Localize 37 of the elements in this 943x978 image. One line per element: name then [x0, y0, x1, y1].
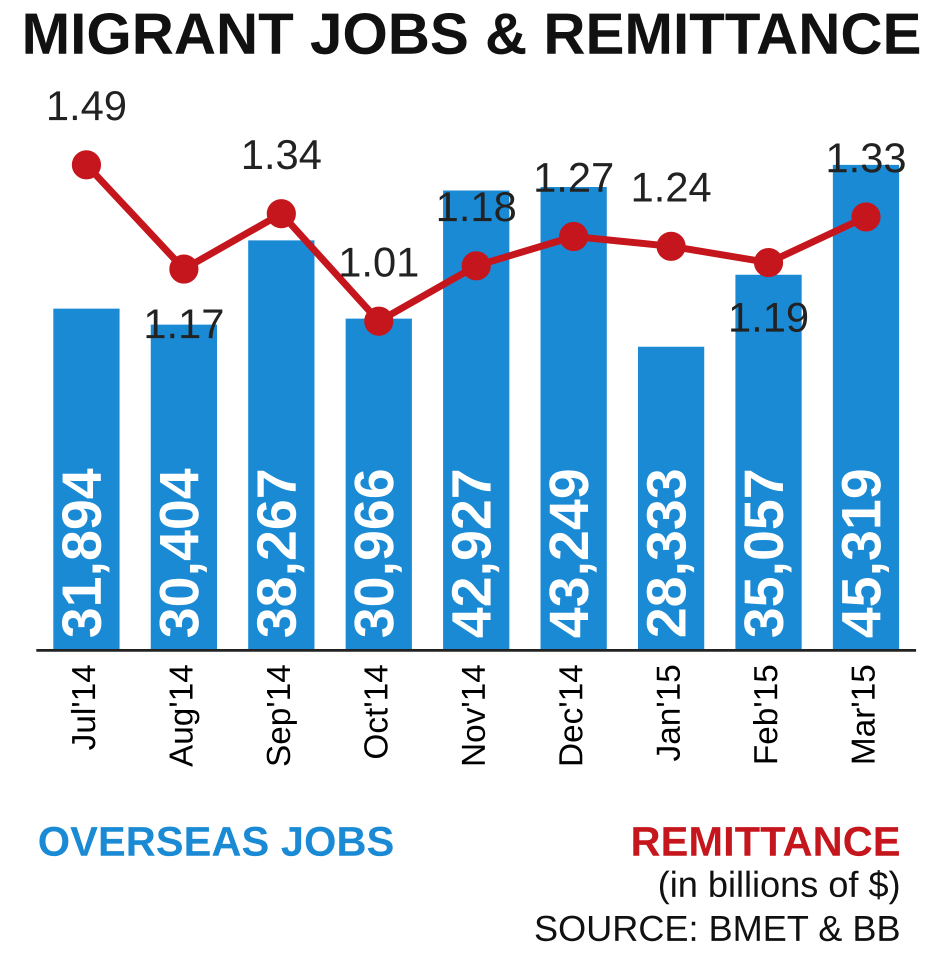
x-tick-label: Jul'14	[70, 665, 96, 750]
x-tick-label: Mar'15	[852, 666, 875, 762]
data-label: 1.27	[536, 162, 612, 192]
x-tick-label: Oct'14	[364, 665, 388, 758]
data-label: 43,249	[549, 470, 597, 638]
point	[851, 202, 881, 232]
text: OVERSEAS JOBS	[39, 826, 393, 856]
data-label: 1.24	[634, 172, 710, 202]
point	[559, 222, 588, 252]
x-tick-label: Nov'14	[462, 665, 486, 764]
point	[266, 199, 296, 228]
point	[364, 306, 394, 336]
data-label: 31,894	[62, 468, 110, 637]
x-tick-label: Sep'14	[266, 665, 297, 766]
data-label: 42,927	[452, 470, 500, 638]
x-tick-label: Feb'15	[753, 666, 778, 762]
x-tick-label: Jan'15	[656, 666, 680, 761]
data-label: 1.49	[49, 90, 126, 120]
data-label: 30,966	[354, 470, 402, 637]
point	[169, 254, 198, 284]
data-label: 30,404	[159, 468, 207, 637]
point	[72, 150, 102, 180]
text: REMITTANCE	[633, 826, 899, 856]
point	[656, 232, 686, 261]
source-note: SOURCE: BMET & BB	[536, 916, 899, 942]
data-label: 38,267	[256, 470, 304, 637]
x-tick-label: Dec'14	[559, 665, 583, 764]
data-label: 28,333	[646, 470, 694, 636]
data-label: 45,319	[842, 470, 889, 638]
data-label: 1.01	[341, 247, 418, 277]
text: (in billions of $)	[660, 870, 898, 904]
data-label: 35,057	[744, 470, 792, 637]
data-label: 1.34	[244, 140, 321, 170]
point	[754, 248, 784, 278]
chart-title: MIGRANT JOBS & REMITTANCE	[25, 13, 920, 54]
point	[462, 251, 491, 280]
x-tick-label: Aug'14	[170, 665, 200, 767]
